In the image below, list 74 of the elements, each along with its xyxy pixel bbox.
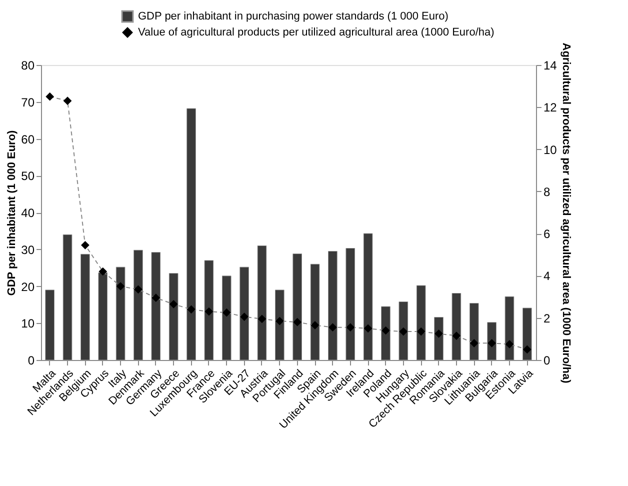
- point: [63, 96, 72, 106]
- point: [522, 345, 532, 354]
- bar: [452, 293, 462, 360]
- point: [382, 326, 390, 335]
- y-tick-label: 30: [21, 242, 35, 257]
- point: [98, 267, 108, 276]
- point: [46, 92, 54, 101]
- bar: [310, 264, 320, 360]
- bar: [204, 260, 214, 360]
- y-tick-label: 10: [21, 316, 35, 331]
- bar: [469, 302, 479, 360]
- point: [116, 282, 125, 290]
- point: [346, 323, 355, 332]
- point: [81, 240, 90, 250]
- legend-label: GDP per inhabitant in purchasing power standards (1 000 Euro): [138, 10, 448, 22]
- point: [488, 338, 496, 348]
- point: [470, 338, 478, 348]
- bar: [186, 108, 196, 360]
- bar: [80, 254, 90, 360]
- point: [452, 332, 461, 340]
- y2-tick-label: 8: [544, 184, 550, 199]
- bar: [134, 250, 143, 360]
- bar: [257, 245, 267, 360]
- y2-tick-label: 10: [544, 142, 558, 157]
- point: [505, 340, 514, 348]
- legend-label: Value of agricultural products per utilized agricultural area (1000 Euro/ha): [138, 26, 494, 38]
- y2-axis-title: Agricultural products per utilized agricultural area (1000 Euro/ha): [560, 42, 572, 384]
- point: [364, 324, 372, 333]
- y-axis-title: GDP per inhabitant (1 000 Euro): [6, 130, 18, 296]
- point: [310, 321, 320, 330]
- bar: [168, 273, 178, 360]
- y-tick-label: 0: [28, 354, 35, 368]
- y2-tick-label: 12: [544, 100, 558, 115]
- y-tick-label: 80: [21, 58, 35, 72]
- bar: [240, 266, 249, 360]
- y-tick-label: 20: [21, 280, 35, 294]
- bar: [381, 306, 390, 360]
- point: [204, 307, 214, 316]
- point: [275, 316, 284, 326]
- point: [416, 327, 426, 336]
- point: [258, 314, 266, 324]
- bar: [328, 250, 338, 360]
- bar: [116, 266, 126, 360]
- bar: [416, 285, 426, 360]
- point: [187, 305, 196, 314]
- y-tick-label: 70: [21, 95, 35, 110]
- bar: [151, 252, 161, 360]
- bar: [522, 308, 532, 360]
- y2-tick-label: 6: [544, 227, 550, 242]
- bar: [346, 248, 356, 360]
- bar: [62, 234, 72, 360]
- point: [240, 312, 248, 321]
- point: [328, 323, 337, 332]
- bar: [274, 290, 284, 360]
- bar: [504, 296, 514, 360]
- y2-tick-label: 0: [544, 354, 550, 368]
- point: [152, 294, 160, 302]
- point: [134, 285, 142, 294]
- y2-tick-label: 2: [544, 311, 550, 326]
- y-tick-label: 50: [21, 169, 35, 184]
- point: [399, 327, 408, 336]
- point: [293, 318, 302, 326]
- point: [222, 308, 231, 317]
- bar: [98, 272, 108, 360]
- y2-tick-label: 4: [544, 269, 550, 284]
- point: [169, 300, 178, 308]
- y-tick-label: 60: [21, 132, 35, 146]
- y2-tick-label: 14: [544, 58, 558, 72]
- bar: [222, 276, 232, 360]
- bar: [398, 301, 408, 360]
- bar: [363, 233, 373, 360]
- bar: [292, 254, 302, 360]
- y-tick-label: 40: [21, 206, 35, 220]
- bar: [45, 290, 55, 360]
